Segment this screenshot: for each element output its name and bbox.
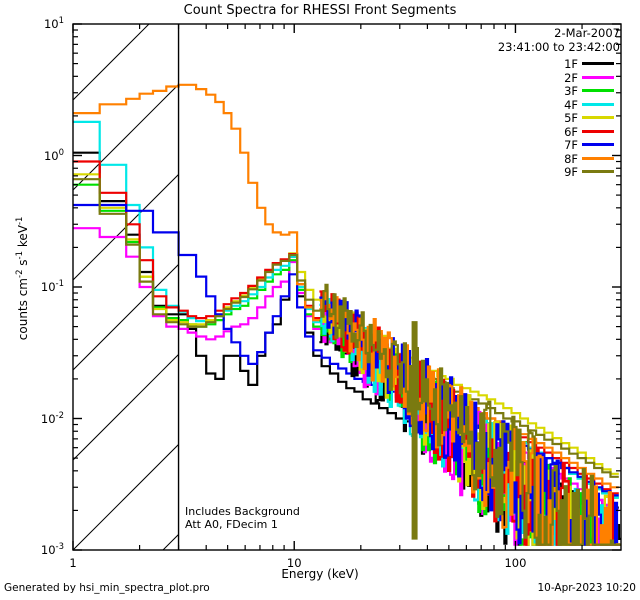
legend-label: 5F [564, 111, 578, 125]
legend-label: 9F [564, 165, 578, 179]
y-tick-label: 10-1 [40, 279, 64, 294]
legend-label: 7F [564, 138, 578, 152]
y-tick-label: 100 [43, 147, 64, 163]
legend-item-4f: 4F [430, 97, 620, 112]
legend-item-5f: 5F [430, 111, 620, 125]
legend-swatch [582, 62, 614, 65]
legend-swatch [582, 170, 614, 173]
legend-item-3f: 3F [430, 84, 620, 98]
legend-item-7f: 7F [430, 138, 620, 152]
x-tick-label: 100 [504, 556, 527, 570]
y-tick-label: 10-2 [40, 410, 64, 426]
legend-swatch [582, 143, 614, 146]
spectrum-noise-9f [319, 283, 621, 546]
legend-item-9f: 9F [430, 165, 620, 179]
annotation-attenuator-state: Att A0, FDecim 1 [185, 518, 278, 531]
legend: 1F 2F 3F 4F 5F 6F 7F 8F 9F [430, 57, 620, 182]
legend-label: 3F [564, 84, 578, 98]
legend-label: 4F [564, 97, 578, 112]
legend-item-6f: 6F [430, 124, 620, 139]
legend-swatch [582, 129, 614, 133]
annotation-includes-background: Includes Background [185, 505, 300, 518]
x-axis-label: Energy (keV) [281, 567, 359, 581]
legend-label: 8F [564, 151, 578, 166]
legend-swatch [582, 116, 614, 119]
observation-date: 2-Mar-2007 [554, 26, 620, 40]
legend-swatch [582, 156, 614, 160]
legend-swatch [582, 75, 614, 79]
observation-time-range: 23:41:00 to 23:42:00 [497, 40, 620, 54]
footer-generator: Generated by hsi_min_spectra_plot.pro [4, 582, 210, 594]
y-tick-label: 101 [43, 16, 64, 31]
legend-item-8f: 8F [430, 151, 620, 166]
hatched-region [73, 24, 179, 550]
x-tick-label: 10 [286, 556, 302, 570]
legend-swatch [582, 89, 614, 92]
legend-swatch [582, 102, 614, 106]
legend-item-1f: 1F [430, 57, 620, 71]
legend-label: 2F [564, 70, 578, 85]
legend-label: 1F [564, 57, 578, 71]
y-tick-label: 10-3 [40, 542, 64, 557]
x-tick-label: 1 [69, 556, 77, 570]
page-title: Count Spectra for RHESSI Front Segments [183, 3, 457, 18]
footer-timestamp: 10-Apr-2023 10:20 [537, 582, 636, 594]
legend-label: 6F [564, 124, 578, 139]
legend-item-2f: 2F [430, 70, 620, 85]
